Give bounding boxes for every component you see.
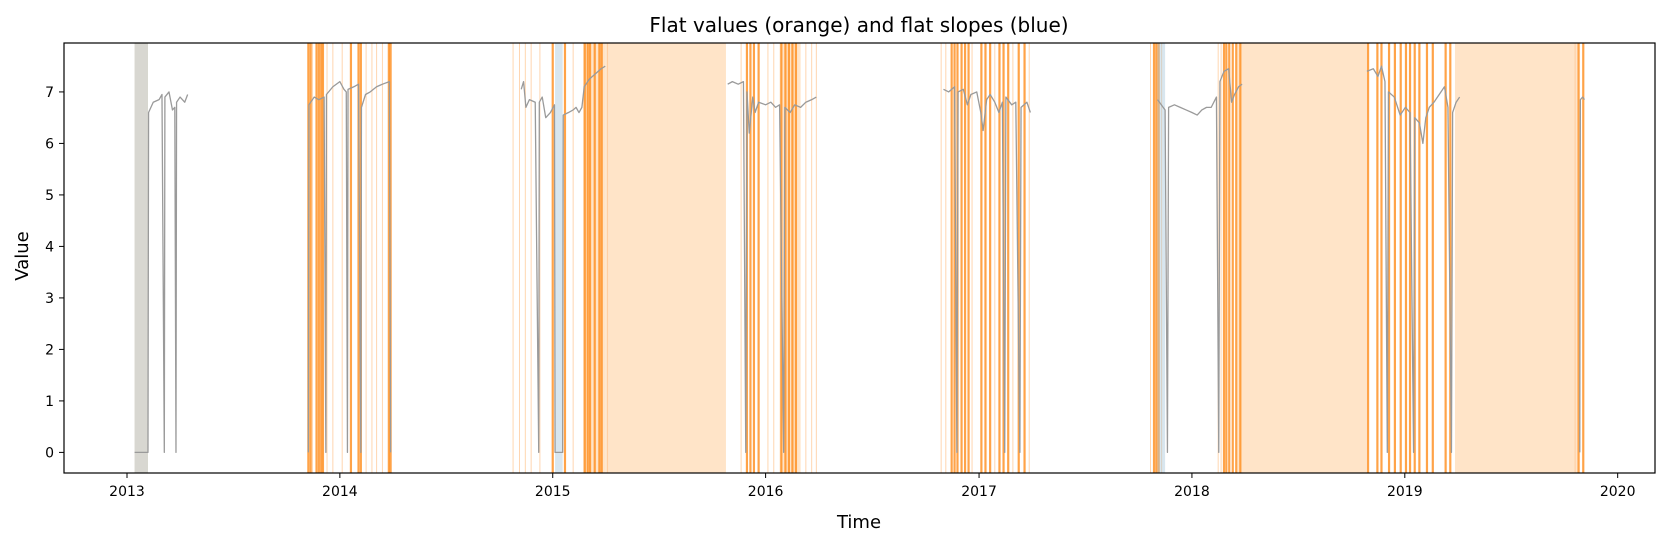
series-line-segment-5 [1156, 68, 1243, 454]
x-tick-label: 2017 [961, 484, 997, 500]
series-line-segment-6 [1366, 65, 1461, 454]
y-tick-label: 6 [45, 136, 54, 152]
y-tick-label: 4 [45, 239, 54, 255]
series-line-segment-4 [943, 86, 1031, 454]
x-tick-label: 2016 [748, 484, 784, 500]
y-tick-label: 7 [45, 85, 54, 101]
series-line-segment-7 [1579, 96, 1585, 453]
series-line-segment-2 [520, 65, 606, 454]
x-tick-label: 2014 [322, 484, 358, 500]
x-tick-label: 2013 [109, 484, 145, 500]
series-line-segment-0 [134, 91, 189, 454]
flat-value-span-5 [1454, 43, 1579, 473]
y-tick-label: 0 [45, 445, 54, 461]
series-line-segment-3 [727, 80, 817, 454]
y-tick-label: 5 [45, 188, 54, 204]
x-tick-label: 2019 [1387, 484, 1423, 500]
axes: 2013 2014 2015 2016 2017 2018 2019 2020 0 1 2 3 4 5 6 7 [45, 42, 1656, 500]
flat-slope-span-2 [1157, 43, 1166, 473]
x-tick-label: 2015 [535, 484, 571, 500]
flat-value-span-0 [134, 43, 148, 473]
flat-value-span-2 [605, 43, 726, 473]
y-tick-label: 2 [45, 342, 54, 358]
y-tick-label: 3 [45, 291, 54, 307]
x-tick-label: 2020 [1600, 484, 1636, 500]
plot-frame [63, 42, 1656, 474]
chart-title: Flat values (orange) and flat slopes (bl… [649, 13, 1068, 37]
y-tick-label: 1 [45, 394, 54, 410]
series-line-segment-1 [307, 80, 392, 454]
x-tick-label: 2018 [1174, 484, 1210, 500]
plot-area [134, 43, 1585, 473]
flat-value-span-4 [1237, 43, 1367, 473]
flat-slope-span-1 [555, 43, 563, 473]
y-axis-title: Value [12, 231, 33, 280]
x-axis-title: Time [836, 512, 881, 533]
flat-slope-span-0 [134, 43, 148, 473]
